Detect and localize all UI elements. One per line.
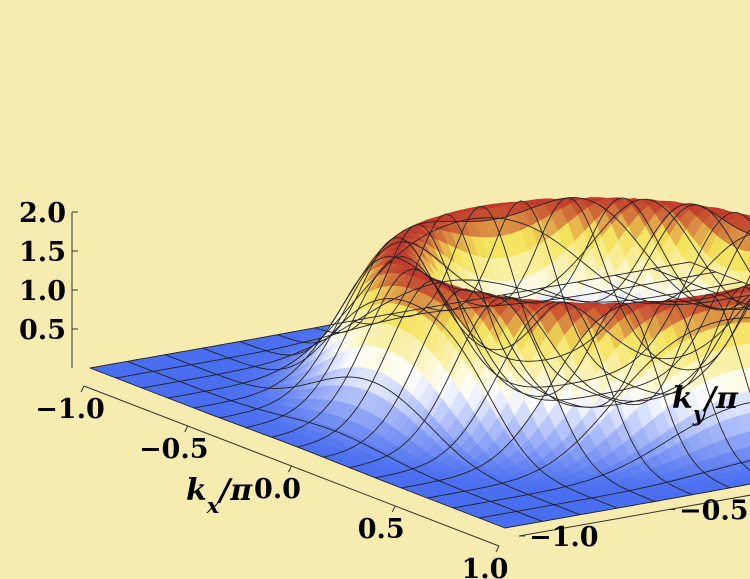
surface-faces [88,197,750,529]
z-tick-label: 2.0 [19,198,66,229]
x-tick-mark [288,465,292,473]
x-tick-label: −1.0 [35,394,105,425]
x-tick-label: 0.0 [254,474,301,505]
x-axis-title: kx/π [186,473,253,518]
y-tick-label: −0.5 [679,496,749,527]
x-tick-label: 1.0 [462,554,509,579]
x-tick-mark [391,505,396,513]
y-tick-label: −1.0 [529,522,599,553]
x-tick-mark [495,545,500,553]
z-tick-label: 1.5 [19,237,66,268]
z-tick-label: 0.5 [19,315,66,346]
x-tick-label: 0.5 [358,514,405,545]
x-tick-mark [184,425,189,433]
x-tick-label: −0.5 [139,434,209,465]
x-tick-mark [80,385,85,393]
z-tick-label: 1.0 [19,276,66,307]
